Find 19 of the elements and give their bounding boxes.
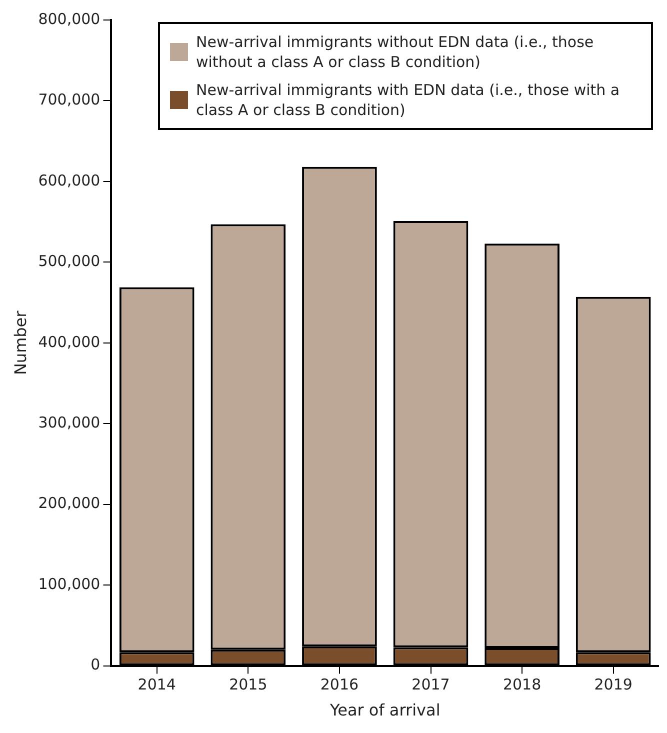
y-axis-title: Number xyxy=(10,310,30,376)
legend-label: New-arrival immigrants without EDN data (i.e., those without a class A or class B condition) xyxy=(196,32,595,72)
y-tick-label: 100,000 xyxy=(38,574,100,593)
y-tick-label: 0 xyxy=(90,656,100,674)
y-tick-label: 200,000 xyxy=(38,494,100,512)
x-tick-label: 2014 xyxy=(138,676,176,694)
y-tick-label: 600,000 xyxy=(38,171,100,190)
legend-label: New-arrival immigrants with EDN data (i.e., those with a class A or class B condition) xyxy=(196,80,621,120)
y-tick-label: 800,000 xyxy=(38,10,100,28)
x-axis-title: Year of arrival xyxy=(328,700,440,720)
x-tick-label: 2015 xyxy=(229,676,268,694)
y-tick-label: 300,000 xyxy=(38,414,100,432)
x-tick-label: 2017 xyxy=(412,676,450,694)
x-tick-label: 2016 xyxy=(320,676,359,694)
y-tick-label: 400,000 xyxy=(38,332,100,351)
x-tick-label: 2019 xyxy=(594,676,632,694)
x-tick-label: 2018 xyxy=(502,676,542,694)
y-tick-label: 500,000 xyxy=(38,252,100,270)
y-tick-label: 700,000 xyxy=(38,90,100,109)
